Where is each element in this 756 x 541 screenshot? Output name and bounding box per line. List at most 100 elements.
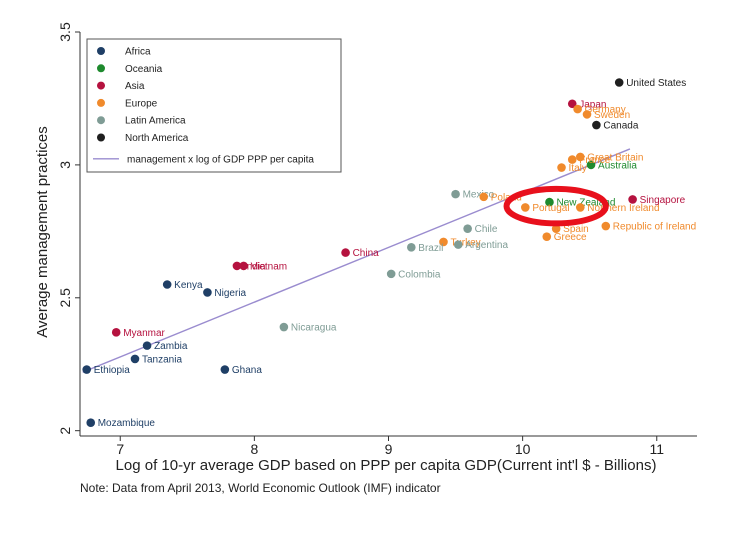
- y-axis-title: Average management practices: [34, 126, 51, 338]
- point-label: United States: [626, 78, 686, 89]
- point-colombia: [386, 269, 396, 279]
- point-label: Germany: [585, 105, 626, 116]
- point-tanzania: [130, 354, 140, 364]
- point-canada: [592, 120, 601, 130]
- point-ethiopia: [82, 365, 92, 374]
- x-axis-title: Log of 10-yr average GDP based on PPP pe…: [116, 457, 657, 474]
- point-label: Argentina: [465, 240, 508, 251]
- x-tick-label: 8: [250, 441, 258, 457]
- highlight-group: [503, 185, 609, 227]
- point-label: Japan: [579, 99, 606, 110]
- point-label: New Zealand: [556, 198, 615, 209]
- point-nigeria: [203, 288, 212, 297]
- fit-line: [82, 148, 631, 373]
- point-australia: [586, 160, 596, 170]
- footnote: Note: Data from April 2013, World Econom…: [80, 481, 441, 495]
- point-label: Brazil: [418, 243, 443, 254]
- point-brazil: [407, 242, 416, 252]
- point-label: Kenya: [174, 280, 203, 291]
- point-zambia: [142, 341, 152, 350]
- point-label: Australia: [598, 160, 637, 171]
- legend-marker: [97, 47, 105, 55]
- legend-marker: [97, 133, 105, 142]
- point-great-britain: [576, 152, 585, 162]
- point-label: Turkey: [450, 237, 480, 248]
- point-label: Nigeria: [214, 288, 246, 299]
- point-label: Ethiopia: [94, 365, 131, 376]
- point-portugal: [521, 203, 530, 212]
- point-india: [232, 261, 242, 271]
- point-label: Mexico: [463, 190, 495, 201]
- point-republic-of-ireland: [601, 221, 611, 231]
- point-label: Spain: [563, 224, 589, 235]
- point-mexico: [451, 189, 460, 199]
- point-argentina: [453, 240, 463, 249]
- axes: 7 8 9 10 11 2 2.5 3 3.5: [57, 22, 697, 457]
- point-vietnam: [239, 261, 248, 271]
- legend-label: Oceania: [125, 64, 163, 75]
- point-label: Myanmar: [123, 328, 165, 339]
- legend-label: Latin America: [125, 116, 186, 127]
- point-label: Poland: [491, 192, 522, 203]
- point-label: Vietnam: [251, 261, 288, 272]
- point-chile: [463, 224, 472, 233]
- legend: Africa Oceania Asia Europe Latin America Nort…: [86, 38, 342, 173]
- point-spain: [551, 224, 561, 233]
- point-myanmar: [111, 328, 121, 337]
- y-tick-label: 2.5: [57, 288, 73, 308]
- point-mozambique: [86, 418, 96, 428]
- point-label: Nicaragua: [291, 323, 337, 334]
- y-tick-label: 3.5: [57, 22, 73, 42]
- point-ghana: [220, 365, 230, 374]
- point-united-states: [614, 78, 624, 87]
- x-tick-label: 11: [649, 441, 664, 457]
- fit-line-group: [82, 148, 631, 373]
- x-tick-label: 7: [116, 441, 124, 457]
- highlight-ellipse: [503, 185, 609, 227]
- legend-label: Asia: [125, 81, 145, 92]
- point-label: Republic of Ireland: [613, 222, 696, 233]
- point-greece: [542, 232, 552, 241]
- point-label: India: [244, 261, 266, 272]
- point-label: Singapore: [640, 195, 686, 206]
- point-germany: [573, 104, 582, 114]
- point-label: Great Britain: [587, 152, 643, 163]
- point-label: Italy: [569, 163, 587, 174]
- point-label: Canada: [603, 121, 638, 132]
- point-northern-ireland: [576, 203, 585, 212]
- point-label: Colombia: [398, 269, 441, 280]
- point-label: Portugal: [532, 203, 569, 214]
- point-label: Northern Ireland: [587, 203, 659, 214]
- point-nicaragua: [279, 322, 289, 332]
- point-sweden: [582, 110, 592, 119]
- point-label: France: [579, 155, 611, 166]
- legend-label: Europe: [125, 98, 158, 109]
- legend-marker: [97, 98, 105, 107]
- point-singapore: [628, 195, 637, 204]
- legend-box: [86, 38, 342, 173]
- legend-marker: [97, 81, 105, 90]
- point-turkey: [439, 237, 448, 247]
- point-label: Tanzania: [142, 354, 182, 365]
- legend-marker: [97, 116, 105, 125]
- point-italy: [557, 163, 566, 172]
- y-tick-label: 3: [57, 161, 73, 169]
- point-label: Chile: [475, 224, 498, 235]
- point-new-zealand: [545, 197, 554, 207]
- point-label: Ghana: [232, 365, 262, 376]
- point-poland: [479, 192, 489, 202]
- x-tick-label: 9: [385, 441, 393, 457]
- point-label: China: [353, 248, 380, 259]
- y-tick-label: 2: [57, 427, 73, 435]
- point-label: Mozambique: [98, 418, 156, 429]
- legend-label: North America: [125, 133, 189, 144]
- point-label: Sweden: [594, 110, 630, 121]
- point-label: Greece: [554, 232, 587, 243]
- legend-marker: [97, 64, 105, 73]
- point-france: [567, 155, 577, 164]
- point-label: Zambia: [154, 341, 188, 352]
- point-china: [341, 248, 350, 257]
- x-tick-label: 10: [515, 441, 531, 457]
